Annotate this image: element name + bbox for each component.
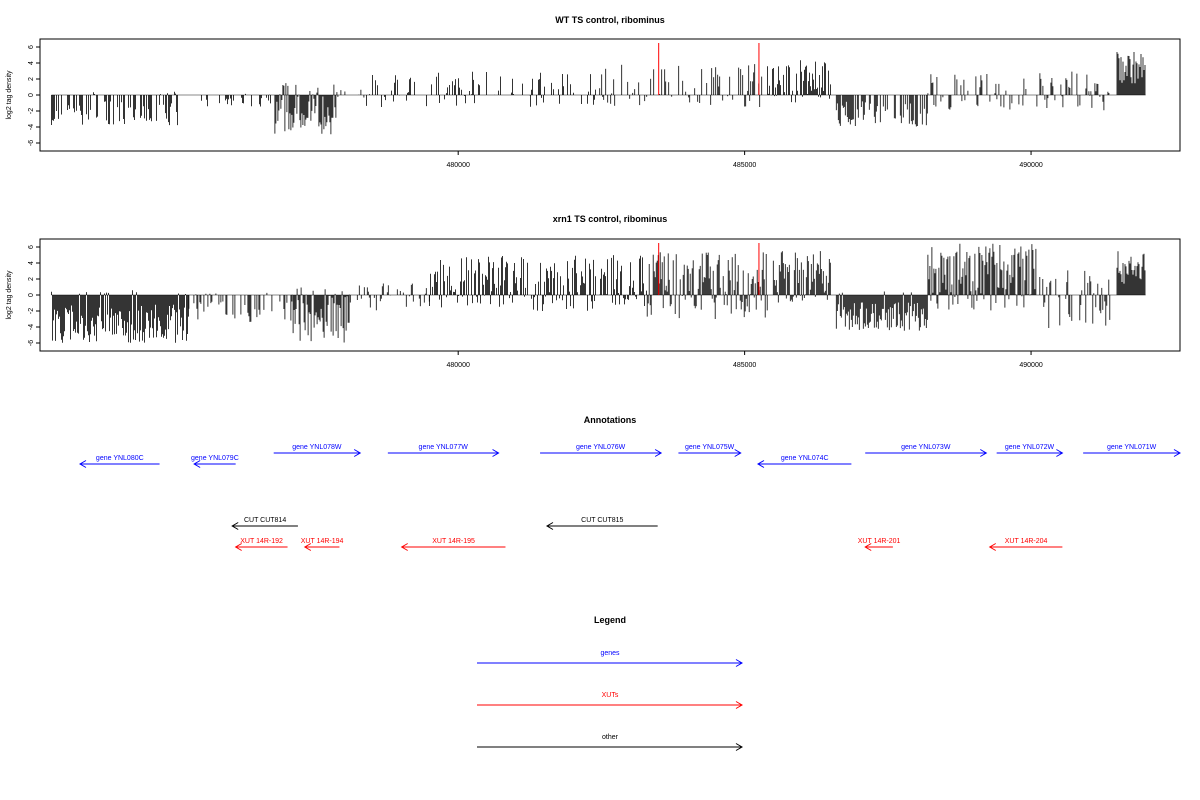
annotation-feature: XUT 14R-192: [234, 538, 288, 551]
annotation-feature: gene YNL076W: [540, 444, 663, 457]
annotation-feature: gene YNL071W: [1083, 444, 1181, 457]
annotation-arrowhead: [79, 460, 87, 468]
annotation-feature: gene YNL080C: [79, 455, 160, 468]
annotation-arrowhead: [864, 543, 872, 551]
annotation-arrowhead: [980, 449, 988, 457]
annotation-label: gene YNL071W: [1107, 444, 1157, 451]
annotation-label: gene YNL072W: [1005, 444, 1055, 451]
annotation-feature: XUT 14R-195: [400, 538, 506, 551]
annotation-label: XUT 14R-204: [1005, 538, 1048, 545]
annotation-arrowhead: [303, 543, 312, 551]
wt-y-tick-label: 4: [28, 61, 35, 65]
annotation-label: XUT 14R-195: [432, 538, 475, 545]
annotation-track: gene YNL080C gene YNL079C gene YNL078W gene…: [79, 444, 1181, 551]
xrn1-y-tick-label: 2: [28, 277, 35, 281]
annotation-feature: gene YNL078W: [273, 444, 362, 457]
annotation-label: gene YNL075W: [685, 444, 735, 451]
annotation-label: gene YNL078W: [292, 444, 342, 451]
wt-y-tick-label: 6: [28, 45, 35, 49]
xrn1-x-tick-label: 485000: [733, 362, 756, 369]
xrn1-y-tick-label: 6: [28, 245, 35, 249]
annotation-feature: gene YNL077W: [387, 444, 500, 457]
legend-arrowhead: [735, 701, 743, 709]
annotation-feature: gene YNL079C: [191, 455, 239, 468]
legend-arrowhead: [735, 743, 743, 751]
annotation-arrowhead: [234, 543, 242, 551]
wt-y-tick-label: -6: [28, 140, 35, 146]
annotation-label: gene YNL079C: [191, 455, 239, 462]
wt-x-tick-label: 485000: [733, 162, 756, 169]
annotation-feature: CUT CUT814: [231, 517, 298, 530]
xrn1-panel-title: xrn1 TS control, ribominus: [553, 214, 668, 224]
wt-x-tick-label: 480000: [447, 162, 470, 169]
xrn1-y-tick-label: -4: [28, 324, 35, 330]
annotation-arrowhead: [1056, 449, 1064, 457]
xrn1-y-tick-label: 0: [28, 293, 35, 297]
annotation-arrowhead: [734, 449, 742, 457]
annotation-label: gene YNL074C: [781, 455, 829, 462]
legend: genes XUTs other: [477, 650, 743, 751]
xrn1-density-panel: xrn1 TS control, ribominus log2 tag dens…: [6, 214, 1181, 369]
annotation-feature: XUT 14R-194: [301, 538, 344, 551]
xrn1-y-tick-label: 4: [28, 261, 35, 265]
annotation-label: XUT 14R-201: [858, 538, 901, 545]
legend-label: other: [602, 734, 619, 741]
legend-label: XUTs: [602, 692, 619, 699]
annotation-arrowhead: [400, 543, 408, 551]
legend-item-xuts: XUTs: [477, 692, 743, 709]
annotation-arrowhead: [492, 449, 500, 457]
wt-density-panel: WT TS control, ribominus log2 tag densit…: [6, 15, 1181, 169]
xrn1-bars: [51, 243, 1146, 343]
annotation-label: CUT CUT814: [244, 517, 286, 524]
wt-x-tick-label: 490000: [1019, 162, 1042, 169]
annotation-label: XUT 14R-192: [240, 538, 283, 545]
annotation-arrowhead: [545, 522, 554, 530]
annotation-arrowhead: [988, 543, 997, 551]
annotation-arrowhead: [654, 449, 663, 457]
annotation-label: gene YNL077W: [419, 444, 469, 451]
xrn1-x-tick-label: 490000: [1019, 362, 1042, 369]
wt-axes: -6 -4 -2 0 2 4 6 480000 485000 490000: [28, 45, 1043, 169]
annotation-label: XUT 14R-194: [301, 538, 344, 545]
annotation-feature: gene YNL073W: [865, 444, 988, 457]
wt-y-tick-label: 2: [28, 77, 35, 81]
annotation-arrowhead: [353, 449, 362, 457]
legend-item-genes: genes: [477, 650, 743, 667]
annotation-label: gene YNL073W: [901, 444, 951, 451]
annotation-label: gene YNL076W: [576, 444, 626, 451]
legend-title: Legend: [594, 615, 626, 625]
annotation-label: CUT CUT815: [581, 517, 623, 524]
annotation-feature: gene YNL074C: [756, 455, 852, 468]
annotation-arrowhead: [756, 460, 765, 468]
wt-y-axis-label: log2 tag density: [6, 70, 13, 120]
xrn1-x-tick-label: 480000: [447, 362, 470, 369]
annotation-feature: CUT CUT815: [545, 517, 658, 530]
wt-panel-title: WT TS control, ribominus: [555, 15, 665, 25]
wt-y-tick-label: -4: [28, 124, 35, 130]
annotation-arrowhead: [1173, 449, 1181, 457]
legend-label: genes: [600, 650, 620, 657]
wt-bars: [51, 43, 1146, 135]
wt-y-tick-label: 0: [28, 93, 35, 97]
annotations-title: Annotations: [584, 415, 637, 425]
annotation-feature: gene YNL072W: [996, 444, 1064, 457]
wt-y-tick-label: -2: [28, 108, 35, 114]
xrn1-axes: -6 -4 -2 0 2 4 6 480000 485000 490000: [28, 245, 1043, 369]
legend-item-other: other: [477, 734, 743, 751]
xrn1-y-tick-label: -2: [28, 308, 35, 314]
annotation-feature: XUT 14R-201: [858, 538, 901, 551]
annotation-arrowhead: [231, 522, 239, 530]
annotation-label: gene YNL080C: [96, 455, 144, 462]
xrn1-y-tick-label: -6: [28, 340, 35, 346]
xrn1-y-axis-label: log2 tag density: [6, 270, 13, 320]
annotation-feature: XUT 14R-204: [988, 538, 1063, 551]
annotation-feature: gene YNL075W: [678, 444, 742, 457]
legend-arrowhead: [735, 659, 743, 667]
annotation-arrowhead: [193, 460, 201, 468]
